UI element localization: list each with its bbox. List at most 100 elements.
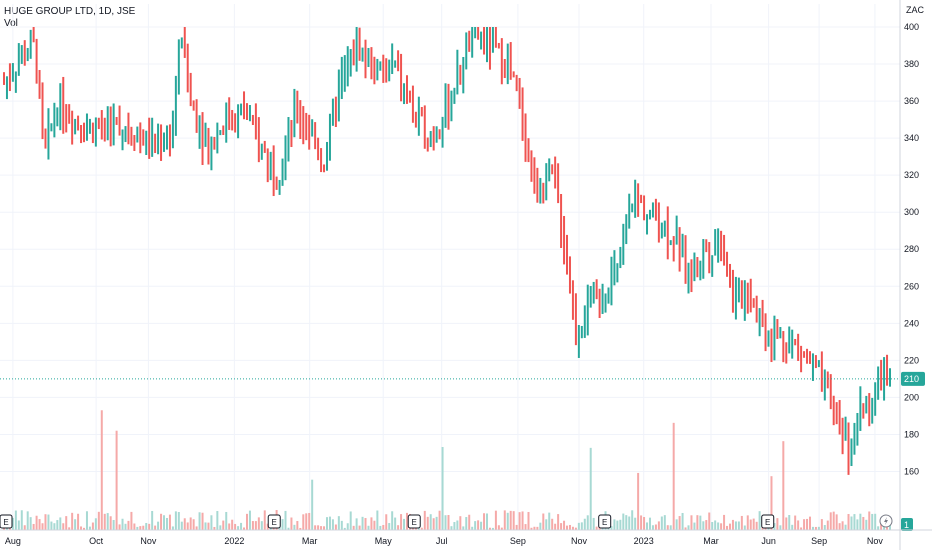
volume-bar	[491, 527, 494, 530]
volume-bar	[432, 518, 435, 530]
volume-bar	[856, 519, 859, 530]
volume-bar	[423, 510, 426, 530]
volume-bar	[533, 526, 536, 530]
earnings-badge-label: E	[272, 518, 277, 527]
volume-bar	[811, 526, 814, 530]
volume-bar	[388, 523, 391, 530]
price-tick-label: 280	[904, 244, 919, 254]
volume-bar	[14, 510, 17, 530]
volume-bar	[749, 519, 752, 530]
volume-bar	[574, 527, 577, 530]
volume-bar	[160, 513, 163, 530]
time-tick-label: Jun	[761, 536, 776, 546]
volume-bar	[847, 514, 850, 530]
price-bars	[3, 27, 891, 475]
volume-bar	[343, 527, 346, 530]
volume-bar	[35, 515, 38, 530]
volume-bar	[142, 525, 145, 530]
volume-bar	[746, 515, 749, 530]
volume-bar	[723, 514, 726, 530]
volume-bar	[400, 514, 403, 530]
volume-bar	[782, 441, 785, 530]
volume-bar	[800, 527, 803, 530]
last-price-value: 210	[904, 374, 919, 384]
volume-bar	[714, 520, 717, 530]
volume-bar	[207, 522, 210, 530]
earnings-badge	[407, 514, 421, 529]
volume-bar	[290, 517, 293, 530]
volume-bar	[740, 515, 743, 530]
volume-bar	[385, 514, 388, 530]
volume-bar	[835, 514, 838, 530]
price-tick-label: 200	[904, 392, 919, 402]
volume-bar	[874, 513, 877, 530]
volume-bar	[435, 516, 438, 530]
volume-bar	[640, 515, 643, 530]
volume-bar	[660, 516, 663, 530]
volume-bar	[794, 515, 797, 530]
volume-bar	[666, 525, 669, 530]
volume-bar	[488, 527, 491, 530]
volume-bar	[791, 524, 794, 530]
volume-bar	[841, 521, 844, 530]
time-tick-label: Jul	[436, 536, 448, 546]
volume-bar	[823, 525, 826, 530]
volume-bar	[817, 526, 820, 530]
volume-bar	[11, 517, 14, 530]
volume-bar	[251, 521, 254, 530]
volume-bar	[634, 517, 637, 530]
price-tick-label: 180	[904, 429, 919, 439]
currency-label: ZAC	[906, 5, 925, 15]
volume-bar	[548, 512, 551, 530]
volume-bar	[151, 510, 154, 530]
volume-bar	[471, 526, 474, 530]
volume-bar	[776, 518, 779, 530]
volume-bar	[643, 517, 646, 530]
volume-bar	[468, 514, 471, 530]
volume-bar	[456, 520, 459, 530]
volume-bar	[103, 513, 106, 530]
price-axis[interactable]: 160 180 200 220 240 260 280 300 320 340 360 380 400 Z…	[901, 5, 925, 531]
volume-bar	[133, 523, 136, 530]
time-axis[interactable]: Aug Oct Nov 2022 Mar May Jul Sep Nov 2023 Mar Jun Se…	[5, 536, 884, 546]
volume-bar	[340, 520, 343, 530]
volume-bar	[163, 515, 166, 530]
volume-bar	[752, 518, 755, 530]
volume-bar	[586, 515, 589, 530]
time-tick-label: Oct	[89, 536, 104, 546]
volume-bar	[334, 524, 337, 530]
grid-lines	[0, 4, 900, 530]
volume-bar	[865, 519, 868, 530]
volume-bar	[592, 517, 595, 530]
volume-bar	[379, 525, 382, 530]
volume-bar	[657, 521, 660, 530]
volume-bar	[506, 512, 509, 530]
volume-bar	[672, 422, 675, 530]
volume-bar	[480, 521, 483, 530]
volume-bar	[551, 518, 554, 530]
volume-bar	[814, 526, 817, 530]
volume-bar	[77, 513, 80, 530]
volume-bar	[678, 516, 681, 530]
volume-bar	[130, 511, 133, 530]
volume-bar	[441, 446, 444, 530]
volume-bar	[115, 430, 118, 530]
volume-bar	[770, 476, 773, 530]
volume-bar	[213, 526, 216, 530]
volume-bar	[305, 513, 308, 530]
volume-bar	[684, 527, 687, 530]
volume-bar	[583, 518, 586, 530]
volume-bar	[820, 519, 823, 530]
volume-bar	[198, 512, 201, 530]
volume-bar	[853, 514, 856, 530]
volume-bar	[500, 527, 503, 530]
volume-bar	[328, 516, 331, 530]
volume-bar	[728, 523, 731, 530]
volume-bar	[788, 514, 791, 530]
earnings-badge	[598, 514, 612, 529]
earnings-badge	[761, 514, 775, 529]
volume-bar	[32, 523, 35, 530]
